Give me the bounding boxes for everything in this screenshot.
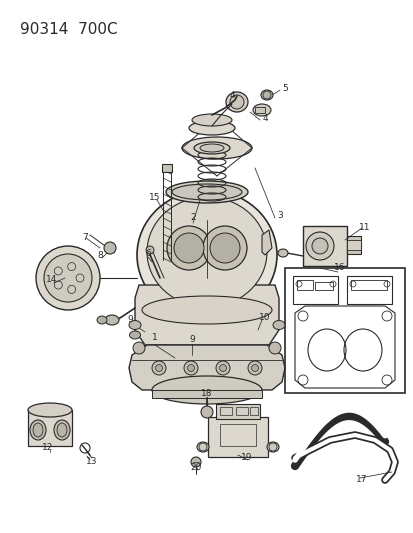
- Circle shape: [152, 361, 166, 375]
- Ellipse shape: [194, 142, 230, 154]
- Bar: [346, 236, 360, 254]
- Text: 19: 19: [241, 454, 252, 463]
- Circle shape: [216, 361, 230, 375]
- Polygon shape: [129, 345, 284, 390]
- Ellipse shape: [33, 423, 43, 437]
- Text: 9: 9: [189, 335, 195, 344]
- Circle shape: [305, 232, 333, 260]
- Text: 5: 5: [281, 84, 287, 93]
- Circle shape: [219, 365, 226, 372]
- Ellipse shape: [54, 420, 70, 440]
- Bar: [219, 407, 231, 415]
- Circle shape: [187, 365, 194, 372]
- Circle shape: [183, 361, 197, 375]
- Polygon shape: [261, 230, 271, 255]
- Text: 20: 20: [190, 464, 201, 472]
- Bar: [350, 280, 386, 290]
- Ellipse shape: [266, 442, 278, 452]
- Ellipse shape: [166, 181, 247, 203]
- Ellipse shape: [166, 226, 211, 270]
- Bar: [207, 417, 267, 457]
- Circle shape: [36, 246, 100, 310]
- Ellipse shape: [252, 104, 271, 116]
- Bar: [346, 240, 360, 250]
- Ellipse shape: [230, 95, 243, 109]
- Circle shape: [190, 457, 201, 467]
- Text: 4: 4: [229, 91, 234, 100]
- Text: 3: 3: [276, 211, 282, 220]
- Ellipse shape: [171, 184, 242, 200]
- Text: 13: 13: [86, 457, 97, 466]
- Circle shape: [311, 238, 327, 254]
- Ellipse shape: [30, 420, 46, 440]
- Text: 1: 1: [152, 334, 157, 343]
- Ellipse shape: [189, 121, 235, 135]
- Text: 17: 17: [356, 475, 367, 484]
- Circle shape: [268, 342, 280, 354]
- Ellipse shape: [57, 423, 67, 437]
- Bar: [152, 390, 261, 398]
- Ellipse shape: [209, 233, 240, 263]
- Text: 10: 10: [259, 313, 270, 322]
- Circle shape: [44, 254, 92, 302]
- Bar: [314, 282, 332, 290]
- Ellipse shape: [225, 92, 247, 112]
- Ellipse shape: [197, 442, 209, 452]
- Ellipse shape: [129, 320, 141, 329]
- Ellipse shape: [202, 226, 247, 270]
- Text: 6: 6: [145, 248, 150, 257]
- Bar: [219, 424, 255, 446]
- Bar: [284, 268, 404, 393]
- Circle shape: [247, 361, 261, 375]
- Ellipse shape: [97, 316, 107, 324]
- Bar: [249, 407, 257, 415]
- Bar: [254, 107, 264, 113]
- Polygon shape: [135, 285, 278, 345]
- Circle shape: [104, 242, 116, 254]
- Circle shape: [262, 91, 271, 99]
- Bar: [235, 407, 247, 415]
- Text: 11: 11: [358, 223, 370, 232]
- Text: 16: 16: [333, 263, 345, 272]
- Ellipse shape: [105, 315, 119, 325]
- Bar: [292, 276, 337, 304]
- Ellipse shape: [277, 249, 287, 257]
- Circle shape: [251, 365, 258, 372]
- Text: 90314  700C: 90314 700C: [20, 22, 117, 37]
- Bar: [28, 410, 72, 446]
- Text: 18: 18: [201, 390, 212, 399]
- Text: 14: 14: [46, 276, 57, 285]
- Text: 9: 9: [127, 316, 133, 325]
- Text: 2: 2: [190, 214, 195, 222]
- Ellipse shape: [137, 190, 276, 320]
- Bar: [216, 404, 259, 419]
- Ellipse shape: [129, 331, 140, 339]
- Ellipse shape: [192, 114, 231, 126]
- Circle shape: [133, 342, 145, 354]
- Text: 7: 7: [82, 233, 88, 243]
- Ellipse shape: [142, 296, 271, 324]
- Text: 15: 15: [149, 193, 160, 203]
- Circle shape: [155, 365, 162, 372]
- Ellipse shape: [260, 90, 272, 100]
- Bar: [296, 280, 312, 290]
- Bar: [161, 164, 171, 172]
- Text: 8: 8: [97, 251, 102, 260]
- Ellipse shape: [272, 320, 284, 329]
- Ellipse shape: [147, 197, 266, 307]
- Ellipse shape: [173, 233, 204, 263]
- Text: 4: 4: [261, 114, 267, 123]
- Bar: [302, 226, 346, 266]
- Bar: [346, 276, 391, 304]
- Circle shape: [201, 406, 212, 418]
- Ellipse shape: [152, 376, 261, 404]
- Ellipse shape: [199, 144, 223, 152]
- Ellipse shape: [28, 403, 72, 417]
- Text: 12: 12: [42, 443, 54, 453]
- Circle shape: [146, 246, 154, 254]
- Ellipse shape: [182, 137, 252, 159]
